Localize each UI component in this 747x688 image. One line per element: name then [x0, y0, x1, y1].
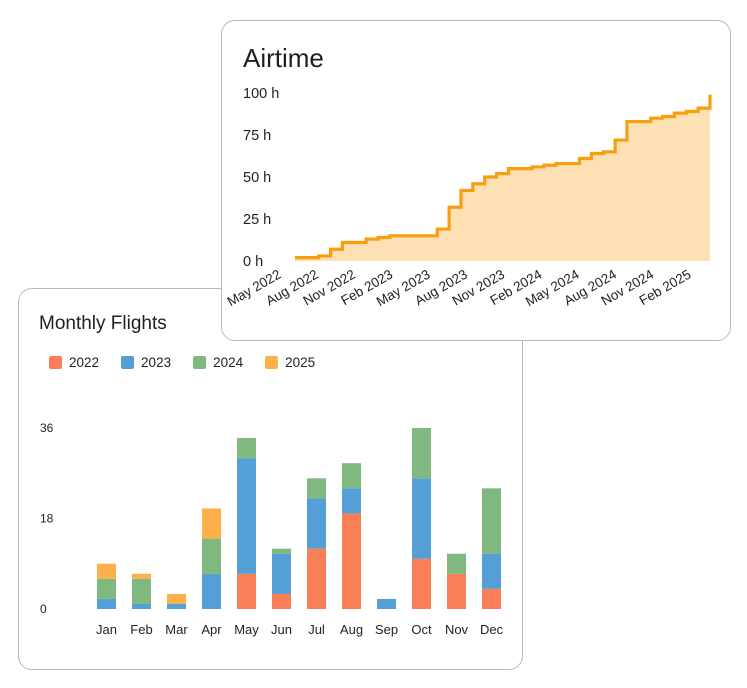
flights-x-tick-label: Dec	[480, 622, 504, 637]
bar-may-2023[interactable]	[237, 458, 256, 574]
bar-aug-2022[interactable]	[342, 513, 361, 609]
bar-dec-2024[interactable]	[482, 488, 501, 554]
bar-feb-2023[interactable]	[132, 603, 151, 609]
bar-nov-2022[interactable]	[447, 573, 466, 609]
monthly-flights-chart: 36 18 0 Jan Feb Mar Apr May Jun Jul Aug Sep Oct Nov De…	[40, 421, 504, 637]
legend-item-2022[interactable]: 2022	[49, 355, 99, 370]
flights-x-tick-label: Nov	[445, 622, 469, 637]
bar-oct-2022[interactable]	[412, 558, 431, 609]
bar-sep-2023[interactable]	[377, 598, 396, 609]
bar-jun-2023[interactable]	[272, 553, 291, 594]
bar-jul-2023[interactable]	[307, 498, 326, 549]
bar-jul-2022[interactable]	[307, 548, 326, 609]
bar-mar-2025[interactable]	[167, 593, 186, 604]
flights-y-tick-label: 0	[40, 602, 47, 616]
flights-x-tick-label: May	[234, 622, 259, 637]
legend-label-2023: 2023	[141, 355, 172, 370]
bar-jan-2023[interactable]	[97, 598, 116, 609]
bar-dec-2022[interactable]	[482, 588, 501, 609]
flights-legend: 2022 2023 2024 2025	[49, 355, 315, 370]
flights-x-tick-label: Jul	[308, 622, 325, 637]
legend-swatch-2022	[49, 356, 62, 369]
flights-x-tick-label: Oct	[411, 622, 432, 637]
flights-y-tick-label: 36	[40, 421, 54, 435]
bar-feb-2024[interactable]	[132, 578, 151, 604]
bar-jan-2025[interactable]	[97, 563, 116, 579]
monthly-flights-card: Monthly Flights 2022 2023 2024 2025 36 18…	[18, 288, 523, 670]
bar-apr-2024[interactable]	[202, 538, 221, 574]
legend-item-2023[interactable]: 2023	[121, 355, 171, 370]
flights-y-tick-label: 18	[40, 512, 54, 526]
bar-aug-2023[interactable]	[342, 488, 361, 514]
flights-x-tick-label: Jan	[96, 622, 117, 637]
airtime-y-tick-label: 50 h	[243, 170, 271, 186]
legend-item-2025[interactable]: 2025	[265, 355, 315, 370]
monthly-flights-title: Monthly Flights	[39, 313, 167, 334]
bar-dec-2023[interactable]	[482, 553, 501, 589]
flights-x-tick-label: Mar	[165, 622, 188, 637]
airtime-y-tick-label: 100 h	[243, 86, 279, 102]
flights-x-tick-label: Sep	[375, 622, 398, 637]
airtime-line	[295, 94, 712, 260]
legend-label-2025: 2025	[285, 355, 316, 370]
flights-x-tick-label: Jun	[271, 622, 292, 637]
airtime-y-tick-label: 25 h	[243, 212, 271, 228]
legend-label-2022: 2022	[69, 355, 100, 370]
airtime-y-tick-label: 0 h	[243, 254, 263, 270]
bar-jun-2022[interactable]	[272, 593, 291, 609]
legend-swatch-2023	[121, 356, 135, 369]
legend-swatch-2024	[193, 356, 207, 369]
bar-may-2022[interactable]	[237, 573, 256, 609]
bar-aug-2024[interactable]	[342, 463, 361, 489]
bar-apr-2023[interactable]	[202, 573, 221, 609]
legend-swatch-2025	[265, 356, 279, 369]
bar-jul-2024[interactable]	[307, 478, 326, 499]
bar-oct-2024[interactable]	[412, 428, 431, 479]
bar-feb-2025[interactable]	[132, 573, 151, 579]
bar-apr-2025[interactable]	[202, 508, 221, 539]
bar-may-2024[interactable]	[237, 438, 256, 459]
legend-label-2024: 2024	[213, 355, 244, 370]
bar-jan-2024[interactable]	[97, 578, 116, 599]
airtime-title: Airtime	[243, 43, 324, 73]
flights-x-tick-label: Aug	[340, 622, 363, 637]
bar-jun-2024[interactable]	[272, 548, 291, 554]
bar-mar-2023[interactable]	[167, 603, 186, 609]
airtime-area	[295, 94, 710, 262]
bar-nov-2024[interactable]	[447, 553, 466, 574]
airtime-y-tick-label: 75 h	[243, 128, 271, 144]
flights-x-tick-label: Feb	[130, 622, 152, 637]
flights-x-tick-label: Apr	[201, 622, 222, 637]
bar-oct-2023[interactable]	[412, 478, 431, 559]
legend-item-2024[interactable]: 2024	[193, 355, 243, 370]
